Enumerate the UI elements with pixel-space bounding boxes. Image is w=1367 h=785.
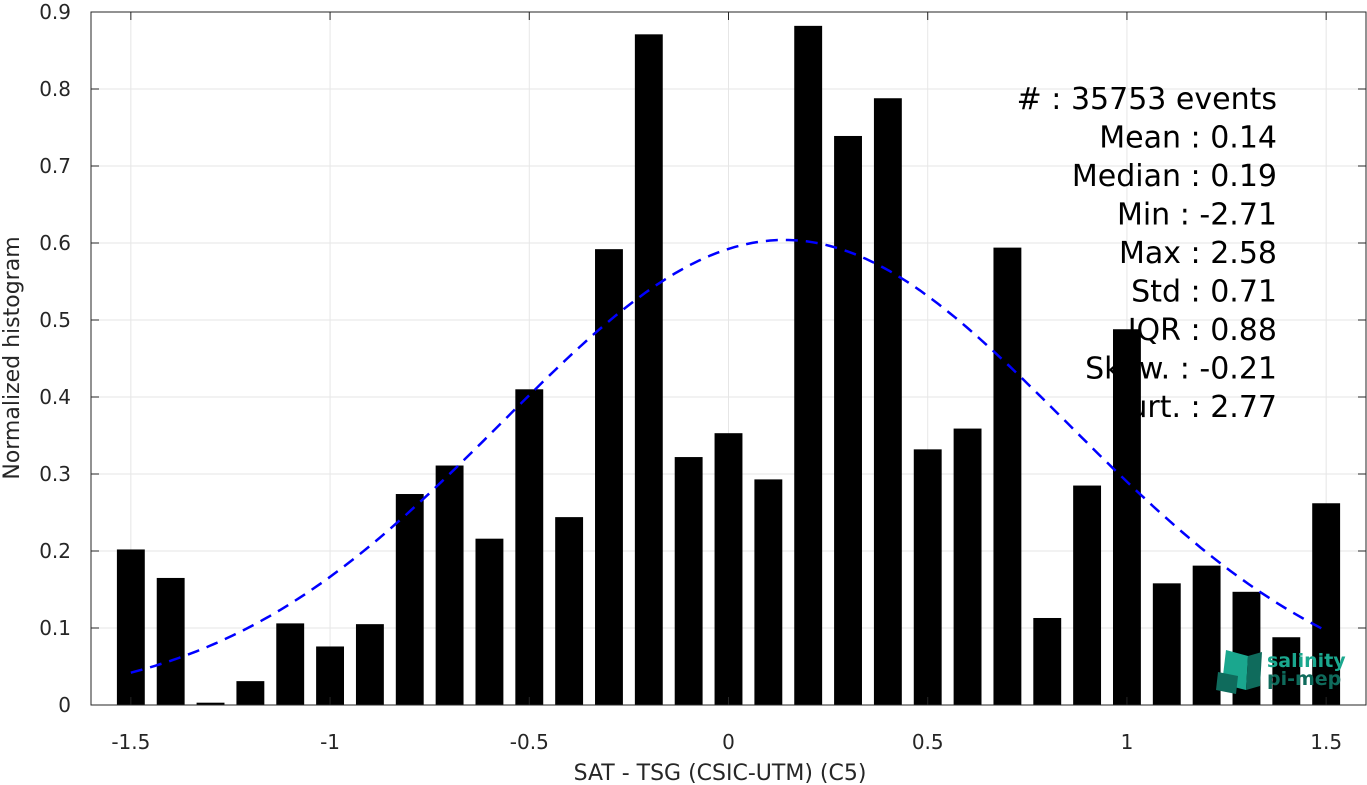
histogram-bar bbox=[236, 681, 265, 705]
histogram-bar bbox=[316, 646, 345, 705]
stat-line: Median : 0.19 bbox=[1072, 159, 1277, 194]
stat-line: Max : 2.58 bbox=[1119, 236, 1277, 271]
histogram-bar bbox=[634, 34, 663, 705]
y-tick-label: 0.4 bbox=[39, 385, 71, 409]
y-tick-label: 0.9 bbox=[39, 0, 71, 24]
histogram-bar bbox=[1272, 637, 1301, 705]
stat-line: Skew. : -0.21 bbox=[1085, 352, 1277, 387]
histogram-bar bbox=[355, 624, 384, 705]
histogram-bar bbox=[595, 249, 623, 705]
y-tick-label: 0.6 bbox=[39, 231, 71, 255]
histogram-bar bbox=[555, 517, 584, 705]
x-tick-label: 0.5 bbox=[912, 730, 944, 754]
x-axis-label: SAT - TSG (CSIC-UTM) (C5) bbox=[574, 761, 867, 785]
histogram-bar bbox=[276, 623, 305, 705]
x-tick-labels: -1.5 -1 -0.5 0 0.5 1 1.5 bbox=[111, 730, 1342, 754]
histogram-bar bbox=[116, 549, 145, 705]
y-tick-label: 0.7 bbox=[39, 154, 71, 178]
y-axis-label: Normalized histogram bbox=[0, 236, 25, 479]
histogram-bar bbox=[395, 494, 424, 705]
x-tick-label: 1 bbox=[1121, 730, 1134, 754]
stat-line: Std : 0.71 bbox=[1131, 275, 1277, 310]
y-tick-label: 0 bbox=[58, 693, 71, 717]
histogram-bar bbox=[156, 577, 185, 705]
histogram-bar bbox=[913, 449, 942, 705]
histogram-bar bbox=[714, 433, 743, 705]
histogram-bar bbox=[515, 389, 544, 705]
x-tick-label: 0 bbox=[722, 730, 735, 754]
histogram-bar bbox=[1312, 503, 1341, 705]
histogram-bars bbox=[116, 25, 1341, 706]
histogram-bar bbox=[1152, 583, 1181, 705]
axes bbox=[90, 11, 1367, 706]
y-tick-label: 0.5 bbox=[39, 308, 71, 332]
y-tick-label: 0.3 bbox=[39, 462, 71, 486]
stat-line: Kurt. : 2.77 bbox=[1110, 390, 1277, 425]
histogram-bar bbox=[1073, 485, 1102, 705]
histogram-bar bbox=[754, 479, 783, 705]
histogram-bar bbox=[1112, 329, 1141, 705]
stat-line: Min : -2.71 bbox=[1117, 198, 1277, 233]
histogram-bar bbox=[873, 98, 902, 706]
x-tick-label: -0.5 bbox=[510, 730, 549, 754]
y-tick-label: 0.8 bbox=[39, 77, 71, 101]
fit-curve-line bbox=[130, 238, 1327, 674]
stat-line: # : 35753 events bbox=[1017, 82, 1277, 117]
histogram-bar bbox=[1033, 617, 1062, 705]
histogram-bar bbox=[196, 702, 225, 705]
histogram-bar bbox=[834, 135, 862, 706]
histogram-bar bbox=[993, 247, 1022, 705]
histogram-bar bbox=[953, 428, 982, 705]
histogram-bar bbox=[475, 538, 504, 705]
logo-line-2: pi-mep bbox=[1267, 668, 1341, 690]
x-tick-label: 1.5 bbox=[1310, 730, 1342, 754]
x-tick-label: -1 bbox=[320, 730, 340, 754]
logo-line-1: salinity bbox=[1267, 650, 1346, 672]
cube-icon bbox=[1216, 650, 1262, 694]
gaussian-fit-curve bbox=[130, 238, 1327, 674]
histogram-bar bbox=[435, 465, 464, 705]
y-tick-labels: 0 0.1 0.2 0.3 0.4 0.5 0.6 0.7 0.8 0.9 bbox=[39, 0, 71, 717]
histogram-bar bbox=[794, 25, 823, 706]
histogram-bar bbox=[1192, 565, 1221, 705]
salinity-pi-mep-logo: salinity pi-mep bbox=[1216, 650, 1346, 694]
histogram-bar bbox=[674, 457, 703, 705]
y-tick-label: 0.1 bbox=[39, 616, 71, 640]
stat-line: Mean : 0.14 bbox=[1099, 121, 1277, 156]
y-tick-label: 0.2 bbox=[39, 539, 71, 563]
x-tick-label: -1.5 bbox=[111, 730, 150, 754]
stat-line: IQR : 0.88 bbox=[1128, 313, 1277, 348]
